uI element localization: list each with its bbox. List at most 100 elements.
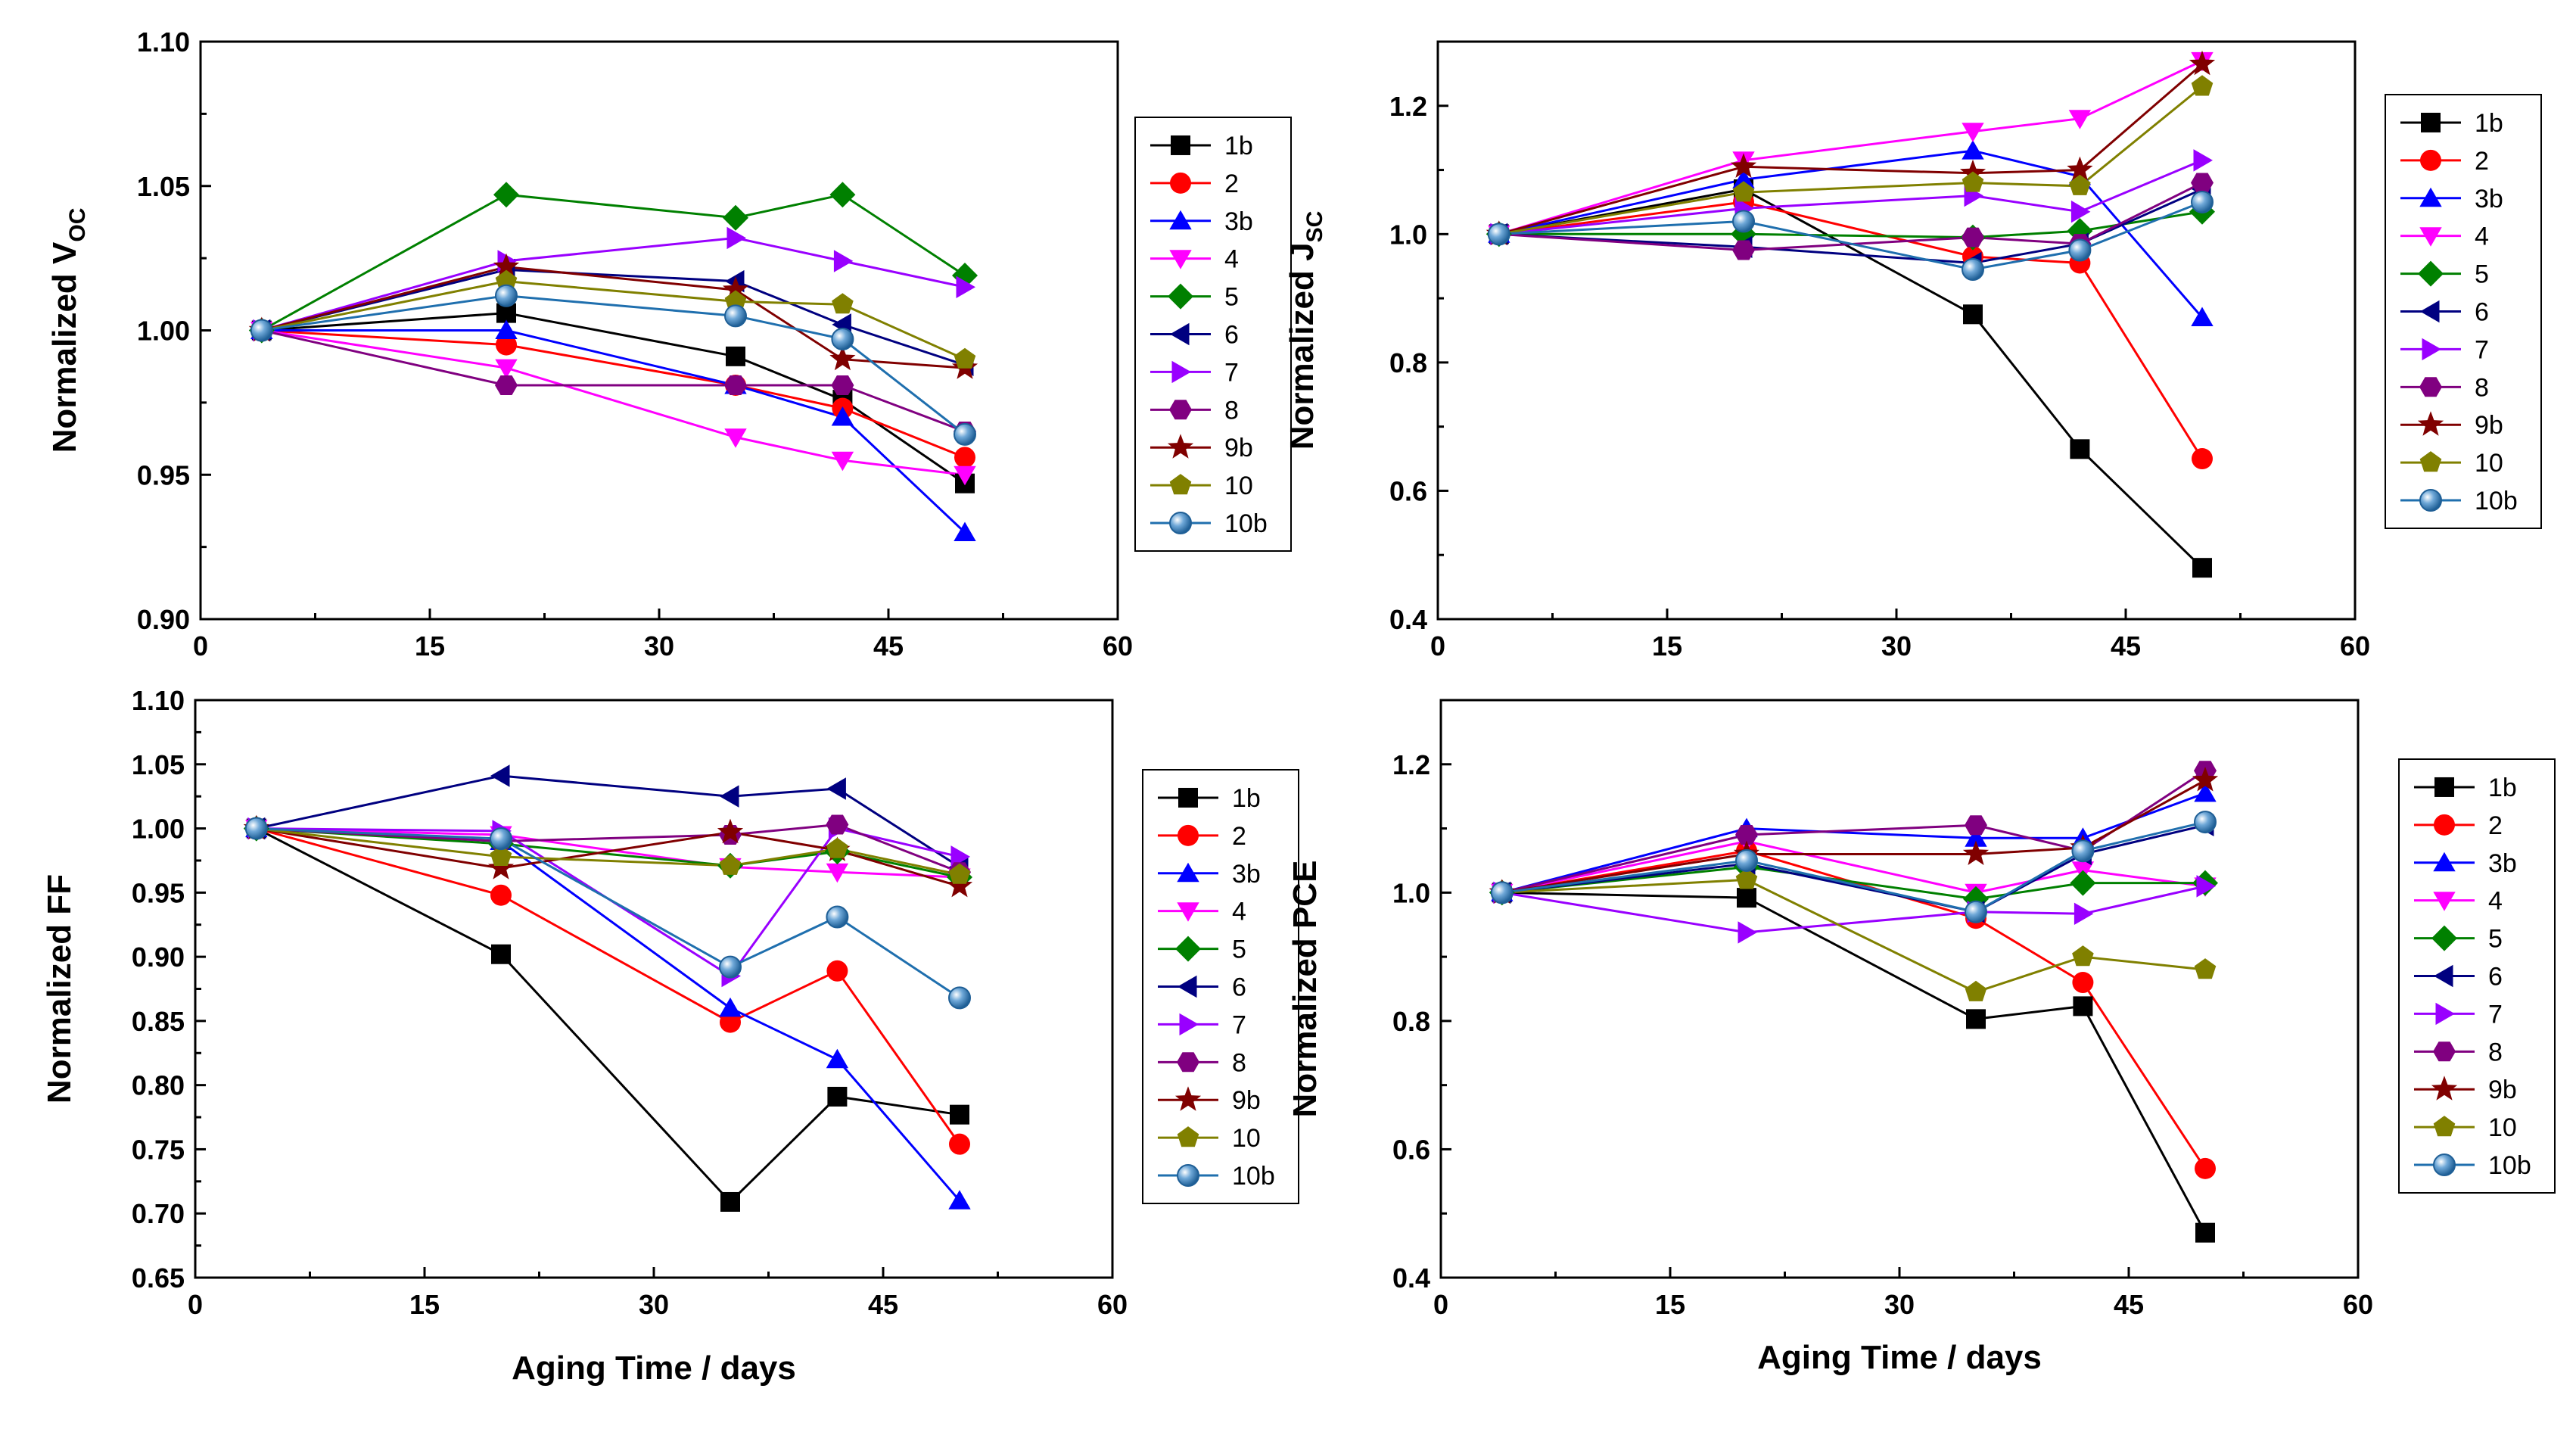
marker-10b xyxy=(1487,223,1510,246)
legend: 1b 2 3b 4 5 6 7 8 9b 10 10b xyxy=(1142,769,1299,1204)
marker-10b xyxy=(1169,512,1192,535)
marker-8 xyxy=(2191,173,2214,193)
marker-10b xyxy=(831,327,854,350)
marker-1b xyxy=(720,1191,740,1212)
x-tick-label: 60 xyxy=(1097,1289,1128,1320)
legend-label-10: 10 xyxy=(1232,1124,1261,1153)
marker-9b xyxy=(722,276,749,301)
legend-label-10b: 10b xyxy=(1224,509,1268,538)
series-line-1b xyxy=(1501,891,2207,1234)
legend-label-4: 4 xyxy=(1232,898,1246,926)
marker-3b xyxy=(1962,140,1984,160)
marker-10 xyxy=(1732,181,1755,202)
marker-1b xyxy=(1178,787,1198,808)
legend-label-10b: 10b xyxy=(2488,1151,2531,1180)
marker-2 xyxy=(2434,814,2455,836)
x-tick-label: 60 xyxy=(2340,630,2370,662)
y-tick-label: 0.95 xyxy=(137,459,190,490)
legend-label-7: 7 xyxy=(1224,358,1239,387)
series-line-7 xyxy=(1501,885,2206,934)
marker-10 xyxy=(2194,958,2217,979)
marker-9b xyxy=(2189,50,2216,76)
marker-1b xyxy=(950,1104,969,1125)
marker-9b xyxy=(1962,840,1990,865)
marker-8 xyxy=(831,375,854,395)
marker-1b xyxy=(2192,558,2212,578)
marker-10 xyxy=(2419,451,2442,472)
marker-4 xyxy=(2068,110,2092,129)
y-tick-label: 0.75 xyxy=(132,1134,185,1165)
x-tick-label: 30 xyxy=(644,630,674,662)
y-tick-label: 0.8 xyxy=(1389,347,1427,378)
legend-label-3b: 3b xyxy=(1232,860,1261,889)
marker-6 xyxy=(2434,964,2453,988)
legend-label-4: 4 xyxy=(2475,223,2489,251)
marker-2 xyxy=(949,1133,970,1155)
marker-10 xyxy=(832,293,854,314)
x-tick-label: 0 xyxy=(188,1289,203,1320)
marker-5 xyxy=(1175,936,1201,962)
marker-10b xyxy=(1962,257,1984,281)
legend-label-4: 4 xyxy=(2488,887,2503,916)
marker-7 xyxy=(726,226,746,250)
x-tick-label: 0 xyxy=(1430,630,1445,662)
marker-10 xyxy=(1962,171,1984,192)
y-tick-label: 1.05 xyxy=(137,171,190,202)
legend-label-6: 6 xyxy=(1224,321,1239,350)
marker-10 xyxy=(2072,945,2094,967)
series-line-10b xyxy=(261,294,966,435)
marker-10 xyxy=(719,854,742,875)
marker-10 xyxy=(948,863,971,884)
marker-7 xyxy=(1171,360,1191,384)
marker-2 xyxy=(2192,448,2213,470)
marker-7 xyxy=(2422,338,2441,361)
marker-3b xyxy=(1732,169,1755,188)
marker-6 xyxy=(1170,322,1190,346)
legend: 1b 2 3b 4 5 6 7 8 9b 10 10b xyxy=(2398,758,2556,1194)
marker-10b xyxy=(2071,839,2095,863)
x-tick-label: 30 xyxy=(1881,630,1912,662)
y-tick-label: 0.85 xyxy=(132,1006,185,1037)
marker-9b xyxy=(2067,156,2093,182)
legend-label-3b: 3b xyxy=(1224,207,1253,236)
marker-10b xyxy=(2191,190,2214,213)
y-tick-label: 0.4 xyxy=(1392,1262,1430,1294)
y-tick-label: 0.80 xyxy=(132,1070,185,1101)
marker-4 xyxy=(1962,123,1984,142)
marker-9b xyxy=(1730,153,1757,178)
marker-4 xyxy=(1169,250,1192,269)
marker-10b xyxy=(1735,848,1758,872)
x-tick-label: 30 xyxy=(639,1289,669,1320)
marker-10 xyxy=(2069,174,2091,195)
marker-2 xyxy=(2420,149,2441,171)
marker-10 xyxy=(1965,980,1987,1001)
marker-2 xyxy=(2195,1157,2216,1179)
marker-7 xyxy=(1179,1013,1199,1036)
marker-2 xyxy=(496,334,517,356)
marker-6 xyxy=(2420,300,2440,323)
x-axis-title: Aging Time / days xyxy=(1757,1339,2042,1376)
legend-label-9b: 9b xyxy=(1224,434,1253,462)
marker-10b xyxy=(2194,811,2217,834)
marker-4 xyxy=(2433,892,2456,911)
legend-label-10b: 10b xyxy=(2475,487,2518,515)
series-line-1b xyxy=(256,827,960,1204)
marker-10 xyxy=(1177,1126,1199,1147)
marker-1b xyxy=(2421,112,2441,132)
y-tick-label: 0.70 xyxy=(132,1198,185,1229)
x-tick-label: 15 xyxy=(409,1289,440,1320)
legend-label-5: 5 xyxy=(1232,936,1246,964)
legend-label-2: 2 xyxy=(1232,822,1246,851)
marker-10b xyxy=(2433,1153,2456,1177)
legend: 1b 2 3b 4 5 6 7 8 9b 10 10b xyxy=(1134,117,1292,552)
legend-label-5: 5 xyxy=(2488,925,2503,954)
marker-2 xyxy=(720,1011,741,1033)
y-tick-label: 1.00 xyxy=(137,316,190,347)
x-tick-label: 45 xyxy=(868,1289,898,1320)
marker-1b xyxy=(726,346,745,366)
legend-label-5: 5 xyxy=(1224,283,1239,312)
y-axis-title: Normalized PCE xyxy=(1286,861,1324,1118)
legend-label-1b: 1b xyxy=(1232,784,1261,813)
marker-1b xyxy=(2070,439,2090,459)
marker-10b xyxy=(719,955,742,979)
